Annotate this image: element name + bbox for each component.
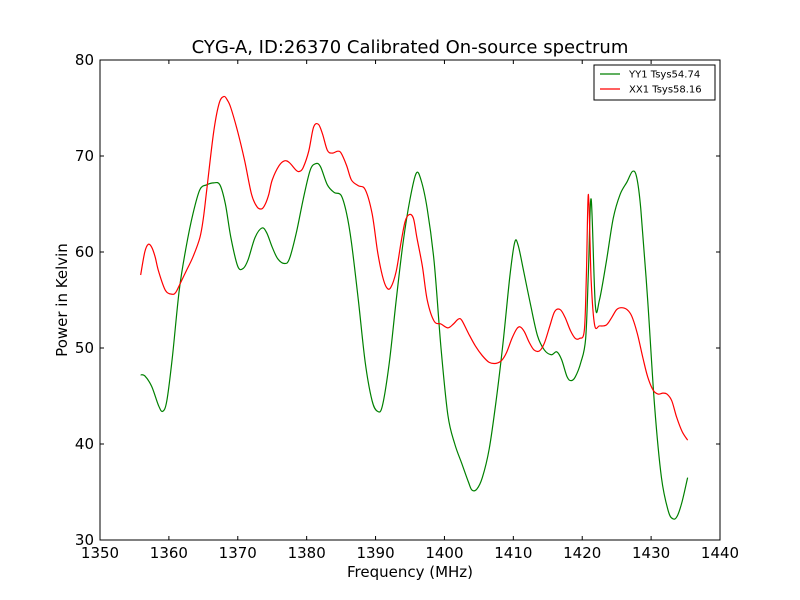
x-tick-label: 1410 <box>494 544 532 562</box>
y-axis: 30 40 50 60 70 80 <box>75 51 720 549</box>
chart-title: CYG-A, ID:26370 Calibrated On-source spe… <box>192 37 629 58</box>
x-tick-label: 1440 <box>701 544 739 562</box>
legend-box <box>593 64 716 101</box>
series-layer <box>140 95 689 520</box>
x-tick-label: 1370 <box>219 544 257 562</box>
y-tick-label: 50 <box>75 339 94 357</box>
y-tick-label: 30 <box>75 531 94 549</box>
series-line-xx1 <box>140 95 689 441</box>
series-line-yy1 <box>140 162 689 520</box>
x-tick-label: 1400 <box>425 544 463 562</box>
y-tick-label: 80 <box>75 51 94 69</box>
x-axis-label: Frequency (MHz) <box>347 563 473 581</box>
x-axis: 1350 1360 1370 1380 1390 1400 1410 1420 1430 1440 <box>81 60 739 562</box>
y-tick-label: 70 <box>75 147 94 165</box>
legend-label: YY1 Tsys54.74 <box>628 70 700 81</box>
x-tick-label: 1380 <box>288 544 326 562</box>
x-tick-label: 1390 <box>356 544 394 562</box>
x-tick-label: 1420 <box>563 544 601 562</box>
x-tick-label: 1360 <box>150 544 188 562</box>
y-axis-label: Power in Kelvin <box>53 243 71 357</box>
plot-frame <box>99 59 721 541</box>
x-tick-label: 1430 <box>632 544 670 562</box>
legend: YY1 Tsys54.74 XX1 Tsys58.16 <box>593 64 716 101</box>
x-tick-label: 1350 <box>81 544 119 562</box>
legend-label: XX1 Tsys58.16 <box>629 85 702 96</box>
y-tick-label: 60 <box>75 243 94 261</box>
y-tick-label: 40 <box>75 435 94 453</box>
